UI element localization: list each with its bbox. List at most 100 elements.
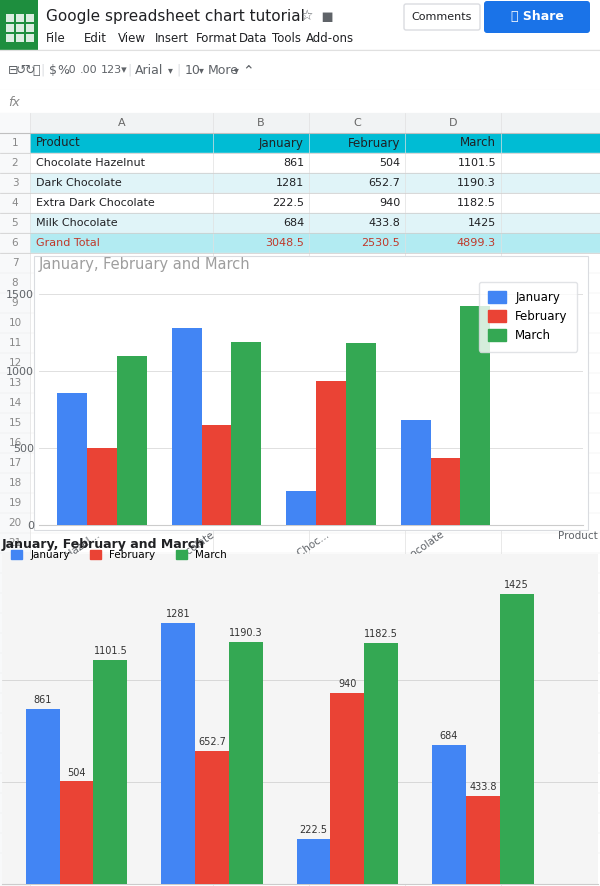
FancyBboxPatch shape xyxy=(404,4,480,30)
Bar xyxy=(229,641,263,884)
Text: February: February xyxy=(347,136,400,150)
Text: A: A xyxy=(118,118,125,128)
Text: 21: 21 xyxy=(8,538,22,548)
Text: 19: 19 xyxy=(8,498,22,508)
Bar xyxy=(30,833,600,853)
Bar xyxy=(161,623,195,884)
Bar xyxy=(0,113,600,133)
Text: Tools: Tools xyxy=(272,32,301,44)
Bar xyxy=(30,233,600,253)
Bar xyxy=(59,781,94,884)
Text: 652.7: 652.7 xyxy=(368,178,400,188)
Text: 940: 940 xyxy=(338,679,356,688)
Bar xyxy=(30,653,600,673)
Bar xyxy=(30,673,600,693)
Legend: January, February, March: January, February, March xyxy=(7,546,231,564)
Bar xyxy=(195,751,229,884)
Bar xyxy=(58,392,87,525)
Text: 🔒 Share: 🔒 Share xyxy=(511,11,563,24)
Bar xyxy=(6,24,14,32)
Text: 36: 36 xyxy=(8,838,22,848)
Text: ↻: ↻ xyxy=(25,64,35,76)
Bar xyxy=(346,343,376,525)
Text: 123▾: 123▾ xyxy=(100,65,127,75)
Text: 7: 7 xyxy=(11,258,19,268)
Bar xyxy=(30,753,600,773)
Text: 22: 22 xyxy=(8,558,22,568)
Bar xyxy=(6,34,14,42)
Bar xyxy=(30,533,600,553)
Text: |: | xyxy=(41,64,45,76)
Text: %: % xyxy=(57,64,69,76)
Bar xyxy=(30,353,600,373)
Text: ⌃: ⌃ xyxy=(242,63,254,77)
Bar xyxy=(331,693,364,884)
Bar xyxy=(16,34,24,42)
Text: 15: 15 xyxy=(8,418,22,428)
Text: 1: 1 xyxy=(11,138,19,148)
Text: 222.5: 222.5 xyxy=(272,198,304,208)
Text: 6: 6 xyxy=(11,238,19,248)
Text: ↺: ↺ xyxy=(16,64,27,76)
Text: Grand Total: Grand Total xyxy=(36,238,100,248)
Text: Extra Dark Chocolate: Extra Dark Chocolate xyxy=(36,198,155,208)
Bar xyxy=(30,613,600,633)
Text: |: | xyxy=(127,64,131,76)
Bar xyxy=(30,493,600,513)
Bar xyxy=(30,713,600,733)
Text: 10: 10 xyxy=(8,318,22,328)
Text: 18: 18 xyxy=(8,478,22,488)
Text: 17: 17 xyxy=(8,458,22,468)
Text: 504: 504 xyxy=(379,158,400,168)
Bar xyxy=(30,393,600,413)
Text: 23: 23 xyxy=(8,578,22,588)
Text: 27: 27 xyxy=(8,658,22,668)
Text: 12: 12 xyxy=(8,358,22,368)
Text: |: | xyxy=(176,64,181,76)
Text: .00: .00 xyxy=(80,65,97,75)
Text: 652.7: 652.7 xyxy=(198,737,226,748)
Bar xyxy=(460,306,490,525)
Bar xyxy=(316,380,346,525)
Legend: January, February, March: January, February, March xyxy=(479,282,577,352)
Text: fx: fx xyxy=(8,96,20,108)
Text: Arial: Arial xyxy=(136,64,164,76)
Bar xyxy=(431,458,460,525)
Text: Insert: Insert xyxy=(155,32,189,44)
Text: ▾: ▾ xyxy=(234,65,239,75)
Text: B: B xyxy=(257,118,265,128)
Text: 31: 31 xyxy=(8,738,22,748)
Bar xyxy=(30,373,600,393)
Text: January, February and March: January, February and March xyxy=(39,257,251,272)
Bar xyxy=(364,643,398,884)
Bar xyxy=(30,773,600,793)
Text: 1101.5: 1101.5 xyxy=(457,158,496,168)
Text: 🎨: 🎨 xyxy=(32,64,40,76)
Bar xyxy=(30,413,600,433)
Bar xyxy=(30,573,600,593)
Text: Milk Chocolate: Milk Chocolate xyxy=(36,218,118,228)
Bar xyxy=(30,693,600,713)
Bar xyxy=(0,0,38,50)
Bar xyxy=(30,433,600,453)
Bar xyxy=(30,253,600,273)
Text: D: D xyxy=(449,118,457,128)
Text: 684: 684 xyxy=(283,218,304,228)
Text: 9: 9 xyxy=(11,298,19,308)
Text: 1182.5: 1182.5 xyxy=(457,198,496,208)
Text: 1101.5: 1101.5 xyxy=(94,646,127,656)
Text: 24: 24 xyxy=(8,598,22,608)
Text: 861: 861 xyxy=(34,695,52,705)
Bar xyxy=(30,513,600,533)
Text: 861: 861 xyxy=(283,158,304,168)
FancyBboxPatch shape xyxy=(484,1,590,33)
X-axis label: Product: Product xyxy=(289,595,334,609)
Text: Dark Chocolate: Dark Chocolate xyxy=(36,178,122,188)
Text: 34: 34 xyxy=(8,798,22,808)
Text: Product: Product xyxy=(36,136,81,150)
Text: 2530.5: 2530.5 xyxy=(361,238,400,248)
Bar xyxy=(232,342,261,525)
Bar xyxy=(172,328,202,525)
Text: 433.8: 433.8 xyxy=(469,782,497,792)
Bar xyxy=(30,273,600,293)
